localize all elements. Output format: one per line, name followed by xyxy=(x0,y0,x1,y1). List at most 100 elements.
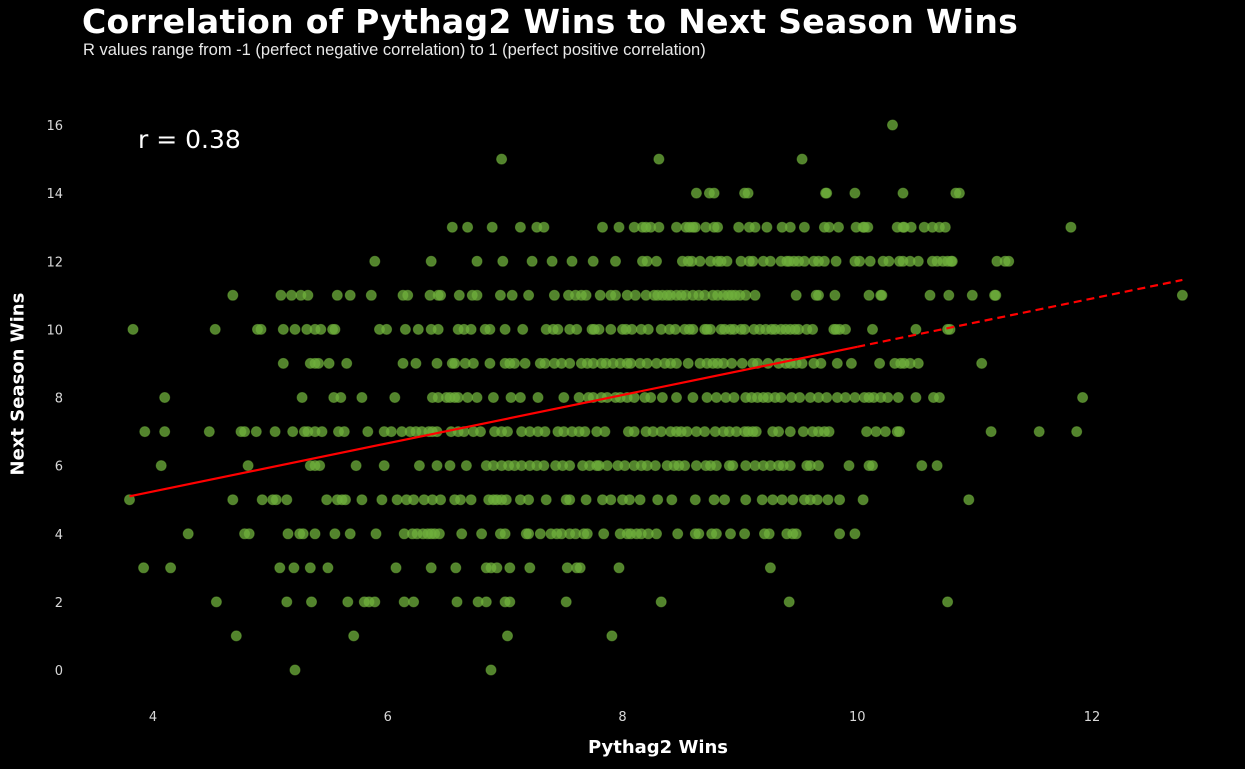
data-point xyxy=(784,426,796,438)
data-point xyxy=(833,221,844,233)
data-point xyxy=(505,392,517,403)
data-point xyxy=(552,323,564,335)
data-point xyxy=(275,289,287,301)
data-point xyxy=(1033,426,1045,438)
data-point xyxy=(756,494,768,506)
data-point xyxy=(165,562,177,574)
data-point xyxy=(784,460,796,472)
data-point xyxy=(910,323,922,335)
data-point xyxy=(348,630,360,642)
data-point xyxy=(526,255,538,267)
data-point xyxy=(829,289,841,301)
data-point xyxy=(749,289,761,301)
data-point xyxy=(546,255,558,267)
data-point xyxy=(705,323,716,335)
data-point xyxy=(431,460,443,472)
data-point xyxy=(504,562,516,574)
data-point xyxy=(269,426,281,438)
data-point xyxy=(963,494,975,506)
data-point xyxy=(281,596,293,608)
data-point xyxy=(830,255,842,267)
data-point xyxy=(504,596,516,608)
data-point xyxy=(574,562,586,574)
data-point xyxy=(687,323,699,335)
data-point xyxy=(645,392,657,403)
data-point xyxy=(287,426,299,438)
data-point xyxy=(270,494,282,506)
data-point xyxy=(365,289,377,301)
data-point xyxy=(398,596,410,608)
data-point xyxy=(289,323,301,335)
data-point xyxy=(502,426,513,438)
x-axis-ticks: 4 6 8 10 12 xyxy=(149,710,1100,725)
data-point xyxy=(613,562,625,574)
data-point xyxy=(465,494,477,506)
data-point xyxy=(656,392,668,403)
data-point xyxy=(690,460,702,472)
data-point xyxy=(933,392,945,403)
data-point xyxy=(509,357,520,369)
data-point xyxy=(821,392,833,403)
y-tick-label: 6 xyxy=(55,460,63,475)
data-point xyxy=(666,494,678,506)
data-point xyxy=(378,460,390,472)
data-point xyxy=(182,528,194,540)
data-point xyxy=(496,153,508,165)
data-point xyxy=(726,357,738,369)
data-point xyxy=(924,289,936,301)
y-tick-label: 14 xyxy=(46,187,63,202)
data-point xyxy=(159,392,171,403)
x-tick-label: 4 xyxy=(149,710,157,725)
data-point xyxy=(689,221,701,233)
data-point xyxy=(433,528,445,540)
data-point xyxy=(897,187,909,199)
data-point xyxy=(402,289,414,301)
data-point xyxy=(385,426,397,438)
data-point xyxy=(653,153,665,165)
data-point xyxy=(701,392,713,403)
data-point xyxy=(286,289,297,301)
y-tick-label: 16 xyxy=(46,119,63,134)
y-tick-label: 0 xyxy=(55,664,63,679)
data-point xyxy=(710,528,722,540)
data-point xyxy=(740,460,752,472)
data-point xyxy=(910,392,922,403)
data-point xyxy=(350,460,362,472)
data-point xyxy=(625,357,637,369)
data-point xyxy=(727,460,739,472)
data-point xyxy=(532,392,544,403)
data-points xyxy=(124,119,1188,676)
regression-line xyxy=(129,278,1183,498)
data-point xyxy=(486,221,498,233)
data-point xyxy=(462,392,474,403)
data-point xyxy=(879,426,891,438)
data-point xyxy=(823,221,835,233)
data-point xyxy=(862,221,874,233)
data-point xyxy=(767,494,779,506)
data-point xyxy=(323,357,335,369)
data-point xyxy=(514,221,526,233)
data-point xyxy=(340,494,351,506)
data-point xyxy=(634,494,646,506)
data-point xyxy=(943,289,955,301)
data-point xyxy=(671,357,682,369)
data-point xyxy=(834,528,846,540)
data-point xyxy=(813,289,824,301)
data-point xyxy=(870,426,882,438)
data-point xyxy=(693,528,705,540)
data-point xyxy=(740,289,752,301)
data-point xyxy=(892,392,904,403)
data-point xyxy=(356,494,368,506)
data-point xyxy=(410,357,422,369)
data-point xyxy=(641,255,653,267)
data-point xyxy=(306,596,317,608)
data-point xyxy=(408,596,420,608)
data-point xyxy=(514,392,526,403)
data-point xyxy=(818,255,830,267)
data-point xyxy=(558,392,570,403)
data-point xyxy=(517,323,529,335)
regression-line-solid xyxy=(129,345,858,498)
data-point xyxy=(316,426,328,438)
data-point xyxy=(413,460,425,472)
data-point xyxy=(471,255,483,267)
